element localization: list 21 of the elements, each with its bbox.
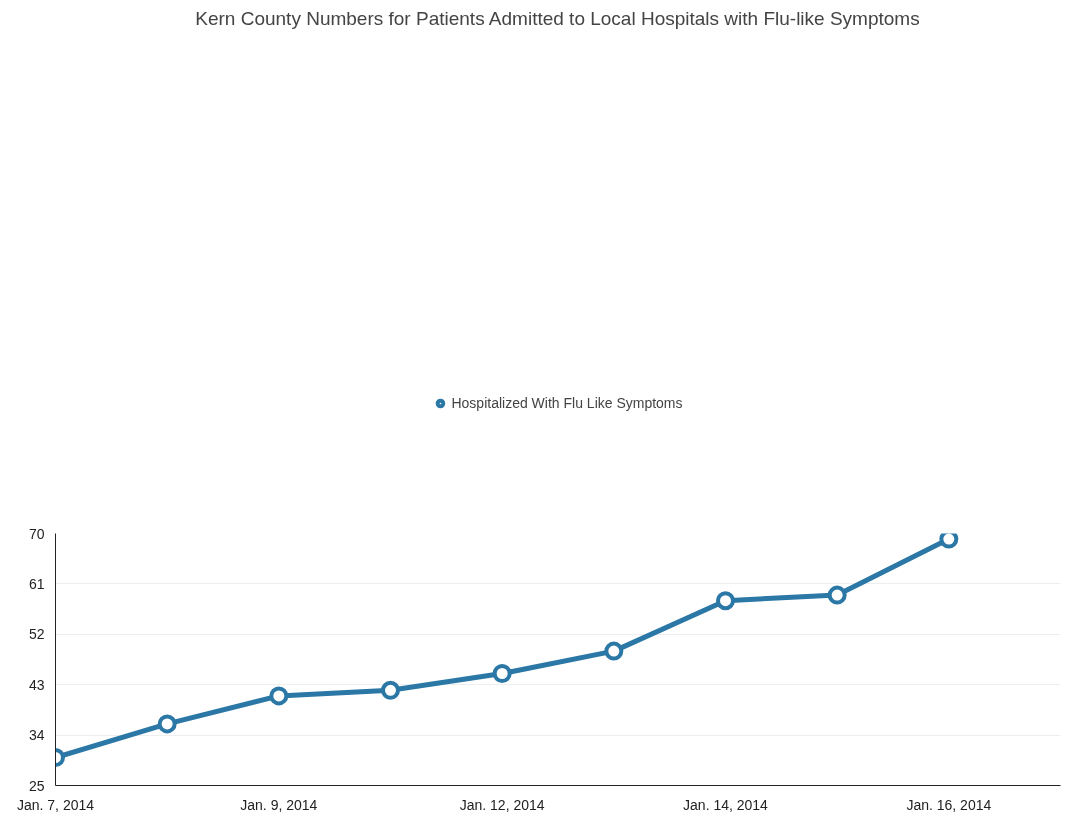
- x-tick-label: Jan. 12, 2014: [459, 796, 545, 813]
- x-tick-label: Jan. 7, 2014: [16, 796, 95, 813]
- point: [939, 533, 959, 549]
- point: [716, 591, 735, 611]
- point: [269, 686, 289, 706]
- point: [604, 641, 624, 661]
- y-tick-label: 34: [28, 727, 45, 744]
- x-tick-label: Jan. 16, 2014: [906, 796, 992, 813]
- legend-label: Hospitalized With Flu Like Symptoms: [451, 395, 683, 411]
- point: [492, 664, 512, 683]
- y-tick-label: 61: [28, 575, 45, 592]
- y-tick-label: 25: [28, 777, 45, 794]
- x-tick-label: Jan. 9, 2014: [240, 796, 318, 813]
- point: [381, 680, 400, 700]
- y-tick-label: 52: [28, 626, 45, 643]
- x-tick-label: Jan. 14, 2014: [683, 796, 769, 813]
- y-tick-label: 43: [28, 676, 45, 693]
- chart-title: Kern County Numbers for Patients Admitted to Local Hospitals with Flu-like Symptoms: [195, 7, 920, 29]
- point: [157, 714, 177, 734]
- point: [827, 585, 847, 605]
- y-tick-label: 70: [28, 525, 45, 542]
